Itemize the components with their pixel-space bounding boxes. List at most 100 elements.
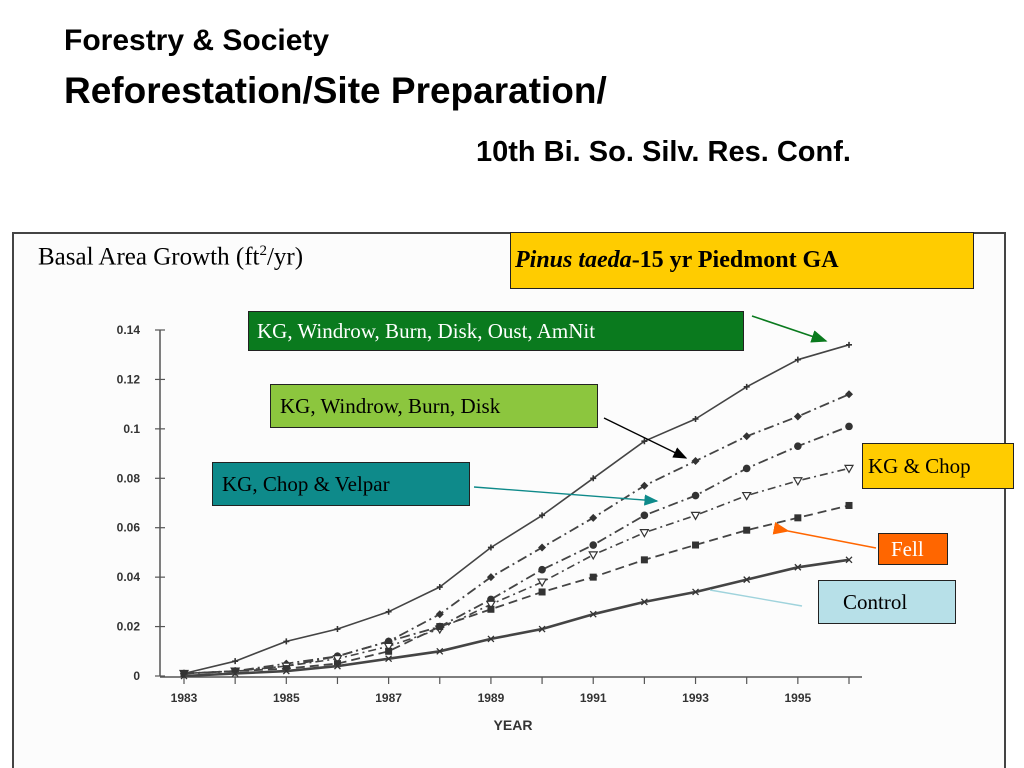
y-tick-label: 0.14	[117, 323, 141, 337]
y-tick-label: 0.04	[117, 570, 141, 584]
label-kg-chop-velpar: KG, Chop & Velpar	[212, 462, 470, 506]
data-point	[333, 660, 341, 668]
y-tick-label: 0.02	[117, 620, 141, 634]
data-point	[180, 670, 188, 678]
data-point	[690, 511, 701, 521]
data-point	[846, 341, 852, 348]
data-point	[639, 529, 650, 538]
data-point	[741, 491, 752, 501]
data-point	[538, 625, 546, 633]
data-point	[794, 356, 801, 363]
callout-arrow-fell	[772, 521, 877, 549]
x-axis-title: YEAR	[494, 717, 533, 733]
x-tick-label: 1993	[682, 691, 709, 705]
data-point	[793, 412, 802, 421]
data-point	[794, 442, 802, 450]
data-point	[283, 638, 290, 645]
data-point	[385, 608, 392, 615]
data-point	[691, 491, 700, 500]
label-kg-windrow-burn-disk-oust-amnit: KG, Windrow, Burn, Disk, Oust, AmNit	[248, 311, 744, 351]
data-point	[538, 565, 546, 574]
data-point	[231, 670, 239, 677]
data-point	[590, 475, 597, 482]
data-point	[589, 541, 598, 549]
callout-arrow-oust	[751, 315, 828, 343]
data-point	[537, 578, 548, 588]
y-measure-prefix: Basal Area Growth (ft	[38, 243, 260, 271]
y-measure-suffix: /yr)	[266, 243, 304, 271]
data-point	[742, 432, 751, 441]
data-point	[794, 563, 802, 571]
callout-arrow-velpar	[473, 486, 659, 506]
x-tick-label: 1989	[478, 691, 505, 705]
species-rest: -15 yr Piedmont GA	[631, 247, 839, 273]
callout-arrow-control	[709, 589, 803, 607]
data-point	[640, 598, 648, 606]
series-line	[183, 425, 850, 675]
data-point	[487, 635, 495, 643]
data-point	[436, 647, 444, 655]
species-italic: Pinus taeda	[515, 247, 632, 273]
data-point	[845, 556, 853, 564]
data-point	[588, 551, 599, 561]
data-point	[487, 605, 495, 613]
y-measure-sup: 2	[259, 243, 267, 259]
x-tick-label: 1995	[784, 691, 811, 705]
y-tick-label: 0.12	[117, 372, 141, 386]
data-point	[792, 477, 803, 486]
data-point	[435, 610, 444, 619]
data-point	[334, 662, 341, 670]
data-point	[845, 501, 853, 509]
y-tick-label: 0.1	[123, 422, 140, 436]
data-point	[334, 626, 341, 633]
data-point	[742, 464, 751, 473]
data-point	[692, 588, 699, 596]
data-point	[231, 667, 239, 675]
data-point	[180, 672, 188, 680]
data-point	[641, 438, 648, 445]
data-point	[385, 647, 393, 655]
data-point	[589, 513, 598, 522]
data-point	[589, 573, 597, 581]
label-kg-windrow-burn-disk: KG, Windrow, Burn, Disk	[270, 384, 598, 428]
y-tick-label: 0.06	[117, 521, 141, 535]
data-point	[845, 422, 853, 431]
data-point	[743, 383, 750, 390]
series-line	[183, 558, 850, 678]
data-point	[539, 512, 546, 519]
data-point	[486, 573, 495, 582]
data-point	[487, 544, 494, 551]
series-line	[183, 467, 850, 675]
series-line	[183, 504, 850, 675]
data-point	[232, 658, 239, 665]
data-point	[282, 667, 290, 675]
x-tick-label: 1983	[171, 691, 198, 705]
x-tick-label: 1991	[580, 691, 607, 705]
y-measure-label: Basal Area Growth (ft2/yr)	[38, 243, 303, 271]
data-point	[743, 526, 751, 534]
data-point	[538, 588, 546, 596]
slide-source: 10th Bi. So. Silv. Res. Conf.	[476, 136, 851, 168]
data-point	[692, 415, 699, 422]
data-point	[640, 511, 649, 520]
data-point	[282, 665, 290, 673]
data-point	[385, 655, 393, 663]
y-tick-label: 0	[133, 669, 140, 683]
data-point	[794, 514, 802, 522]
data-point	[538, 543, 547, 552]
label-control: Control	[818, 580, 956, 624]
data-point	[436, 584, 443, 591]
data-point	[640, 481, 649, 490]
data-point	[589, 610, 597, 618]
species-box: Pinus taeda-15 yr Piedmont GA	[510, 232, 974, 289]
callout-arrow-disk	[603, 417, 688, 459]
callout-arrows	[473, 315, 877, 607]
slide-title-line2: Reforestation/Site Preparation/	[64, 70, 607, 111]
data-point	[436, 623, 444, 631]
data-point	[332, 655, 343, 664]
data-point	[485, 600, 496, 610]
slide-title-line1: Forestry & Society	[64, 24, 330, 57]
series-line	[183, 344, 850, 675]
data-point	[692, 541, 700, 549]
